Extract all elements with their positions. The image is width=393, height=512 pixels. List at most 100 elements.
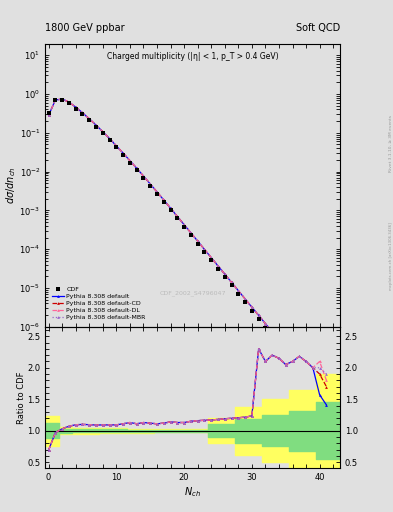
Pythia 8.308 default-CD [270,329,275,335]
Pythia 8.308 default-CD [73,104,78,110]
Pythia 8.308 default-MBR [121,150,125,156]
Pythia 8.308 default [209,254,213,261]
Pythia 8.308 default [141,173,146,179]
CDF [250,308,254,314]
CDF [209,257,213,263]
Pythia 8.308 default-MBR [277,337,281,343]
Pythia 8.308 default-DL [209,254,213,261]
Pythia 8.308 default [107,136,112,142]
Pythia 8.308 default [121,150,125,156]
Pythia 8.308 default-MBR [229,279,234,285]
Pythia 8.308 default-MBR [87,116,92,122]
CDF [168,207,173,214]
CDF [202,249,207,255]
Pythia 8.308 default-CD [222,271,227,277]
Pythia 8.308 default-CD [310,378,315,385]
Pythia 8.308 default-DL [128,158,132,164]
Pythia 8.308 default-CD [256,312,261,318]
Pythia 8.308 default-DL [283,345,288,351]
Pythia 8.308 default [317,382,322,388]
Pythia 8.308 default-CD [154,189,159,195]
Text: mcplots.cern.ch [arXiv:1306.3436]: mcplots.cern.ch [arXiv:1306.3436] [389,222,393,290]
Pythia 8.308 default-DL [73,104,78,110]
CDF [277,342,281,348]
CDF [310,383,315,390]
Text: Charged multiplicity (|η| < 1, p_T > 0.4 GeV): Charged multiplicity (|η| < 1, p_T > 0.4… [107,52,278,61]
CDF [66,100,71,106]
Pythia 8.308 default [222,271,227,277]
Pythia 8.308 default-DL [134,165,139,172]
Pythia 8.308 default [310,378,315,385]
Pythia 8.308 default-MBR [256,312,261,318]
Pythia 8.308 default [148,181,152,187]
Legend: CDF, Pythia 8.308 default, Pythia 8.308 default-CD, Pythia 8.308 default-DL, Pyt: CDF, Pythia 8.308 default, Pythia 8.308 … [51,287,146,321]
CDF [270,333,275,339]
Pythia 8.308 default-DL [229,279,234,285]
Pythia 8.308 default-CD [60,96,64,102]
CDF [222,274,227,280]
Pythia 8.308 default-DL [195,238,200,244]
CDF [229,282,234,288]
Pythia 8.308 default-MBR [141,173,146,179]
Pythia 8.308 default-CD [263,321,268,327]
Pythia 8.308 default [250,304,254,310]
Pythia 8.308 default [304,370,309,376]
Pythia 8.308 default-CD [175,214,180,220]
Pythia 8.308 default-MBR [60,96,64,102]
CDF [53,96,58,102]
Pythia 8.308 default [182,222,186,228]
Pythia 8.308 default [290,353,295,359]
Pythia 8.308 default-CD [148,181,152,187]
Pythia 8.308 default-DL [154,189,159,195]
Pythia 8.308 default-CD [243,296,248,302]
Pythia 8.308 default-DL [324,389,329,395]
Pythia 8.308 default-DL [216,263,220,269]
Pythia 8.308 default-CD [317,382,322,388]
Pythia 8.308 default-MBR [101,129,105,135]
Pythia 8.308 default [80,110,85,116]
Pythia 8.308 default-CD [114,143,119,149]
Line: Pythia 8.308 default: Pythia 8.308 default [47,98,328,395]
CDF [107,137,112,143]
CDF [175,216,180,222]
Pythia 8.308 default-MBR [128,158,132,164]
Pythia 8.308 default [60,96,64,102]
Pythia 8.308 default-DL [107,136,112,142]
Pythia 8.308 default-MBR [324,388,329,394]
Pythia 8.308 default-MBR [46,113,51,119]
Pythia 8.308 default-DL [101,129,105,135]
CDF [46,110,51,116]
CDF [256,316,261,322]
Pythia 8.308 default-MBR [189,230,193,236]
Pythia 8.308 default-CD [101,129,105,135]
Pythia 8.308 default [263,321,268,327]
Pythia 8.308 default-DL [141,173,146,179]
Pythia 8.308 default-CD [236,288,241,294]
Text: 1800 GeV ppbar: 1800 GeV ppbar [45,23,125,33]
Line: Pythia 8.308 default-CD: Pythia 8.308 default-CD [47,98,328,394]
Pythia 8.308 default-MBR [154,189,159,195]
CDF [317,392,322,398]
Pythia 8.308 default [162,197,166,203]
Pythia 8.308 default-DL [304,370,309,376]
CDF [114,144,119,151]
Pythia 8.308 default-CD [162,197,166,203]
Pythia 8.308 default-CD [134,165,139,172]
Text: CDF_2002_S4796047: CDF_2002_S4796047 [159,290,226,295]
Pythia 8.308 default [87,116,92,122]
Y-axis label: $d\sigma/dn_{ch}$: $d\sigma/dn_{ch}$ [4,166,18,204]
CDF [195,241,200,247]
Pythia 8.308 default-DL [317,381,322,388]
Pythia 8.308 default-CD [107,136,112,142]
Pythia 8.308 default [101,129,105,135]
Pythia 8.308 default [216,263,220,269]
CDF [121,152,125,158]
Pythia 8.308 default-MBR [310,378,315,385]
Pythia 8.308 default-CD [189,230,193,236]
Pythia 8.308 default-DL [270,329,275,335]
Pythia 8.308 default-MBR [216,263,220,269]
CDF [243,299,248,305]
Pythia 8.308 default-MBR [243,296,248,302]
Pythia 8.308 default-MBR [317,381,322,388]
Pythia 8.308 default-MBR [162,197,166,203]
